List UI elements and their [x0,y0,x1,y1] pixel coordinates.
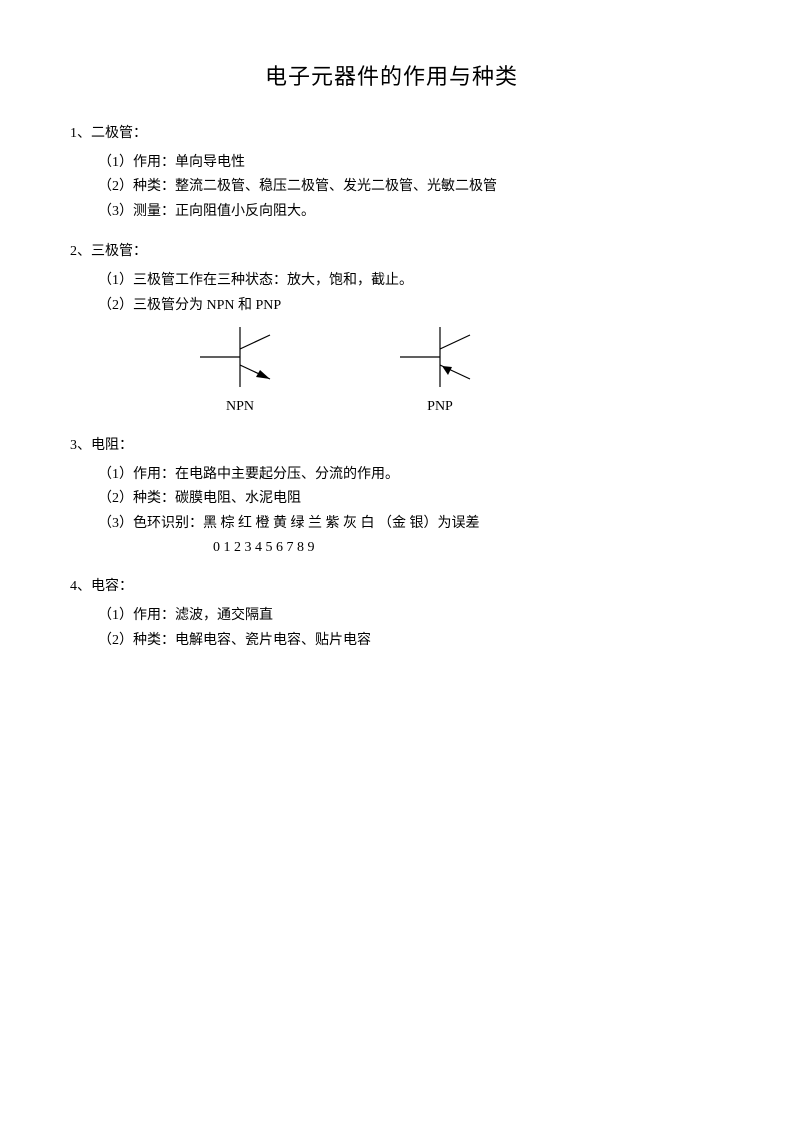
sub-item: （2）种类：电解电容、瓷片电容、贴片电容 [98,630,713,652]
sub-list: （1）三极管工作在三种状态：放大，饱和，截止。 （2）三极管分为 NPN 和 P… [70,270,713,317]
section-heading: 1、二极管： [70,123,713,144]
section-diode: 1、二极管： （1）作用：单向导电性 （2）种类：整流二极管、稳压二极管、发光二… [70,123,713,223]
sub-item: （1）三极管工作在三种状态：放大，饱和，截止。 [98,270,713,292]
section-capacitor: 4、电容： （1）作用：滤波，通交隔直 （2）种类：电解电容、瓷片电容、贴片电容 [70,576,713,652]
sub-list: （1）作用：单向导电性 （2）种类：整流二极管、稳压二极管、发光二极管、光敏二极… [70,152,713,223]
sub-item: （1）作用：单向导电性 [98,152,713,174]
npn-symbol-icon [190,327,290,387]
section-transistor: 2、三极管： （1）三极管工作在三种状态：放大，饱和，截止。 （2）三极管分为 … [70,241,713,417]
pnp-label: PNP [390,396,490,417]
sub-item: （2）三极管分为 NPN 和 PNP [98,295,713,317]
npn-diagram: NPN [190,327,290,417]
sub-list: （1）作用：滤波，通交隔直 （2）种类：电解电容、瓷片电容、贴片电容 [70,605,713,652]
pnp-diagram: PNP [390,327,490,417]
pnp-symbol-icon [390,327,490,387]
section-heading: 2、三极管： [70,241,713,262]
transistor-diagrams: NPN PNP [70,327,713,417]
sub-item: （1）作用：滤波，通交隔直 [98,605,713,627]
npn-label: NPN [190,396,290,417]
sub-item: （2）种类：碳膜电阻、水泥电阻 [98,488,713,510]
page-title: 电子元器件的作用与种类 [70,60,713,93]
sub-item: （1）作用：在电路中主要起分压、分流的作用。 [98,464,713,486]
section-heading: 3、电阻： [70,435,713,456]
sub-item: （3）色环识别：黑 棕 红 橙 黄 绿 兰 紫 灰 白 （金 银）为误差 [98,513,713,535]
color-code-numbers: 0 1 2 3 4 5 6 7 8 9 [70,537,713,558]
section-heading: 4、电容： [70,576,713,597]
sub-item: （3）测量：正向阻值小反向阻大。 [98,201,713,223]
sub-item: （2）种类：整流二极管、稳压二极管、发光二极管、光敏二极管 [98,176,713,198]
section-resistor: 3、电阻： （1）作用：在电路中主要起分压、分流的作用。 （2）种类：碳膜电阻、… [70,435,713,558]
sub-list: （1）作用：在电路中主要起分压、分流的作用。 （2）种类：碳膜电阻、水泥电阻 （… [70,464,713,535]
